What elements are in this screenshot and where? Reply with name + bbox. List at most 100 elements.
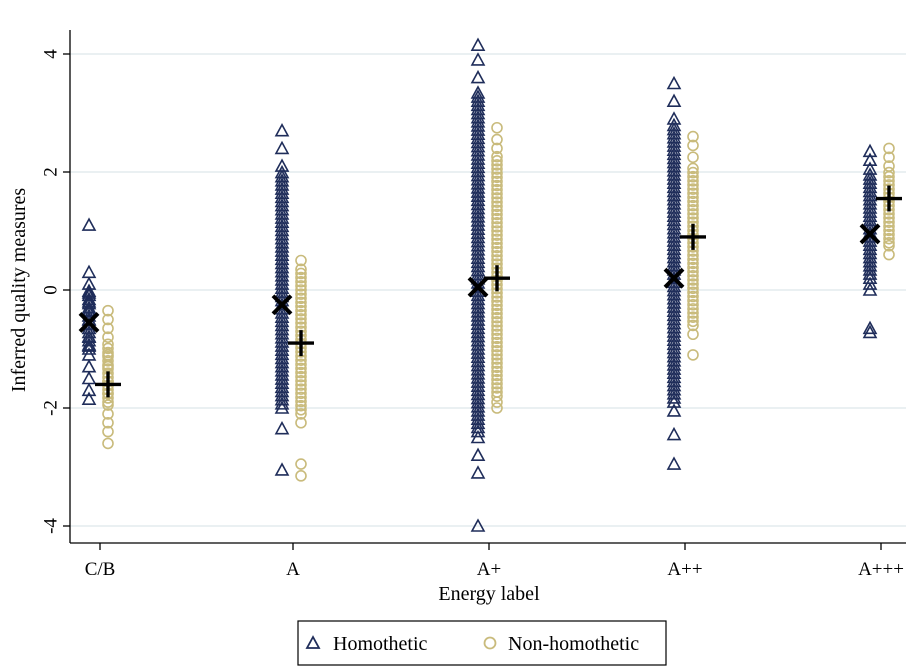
homothetic-point [470, 370, 486, 384]
homothetic-point [666, 332, 682, 346]
non-homothetic-point [491, 378, 503, 390]
non-homothetic-point [491, 229, 503, 241]
homothetic-point [470, 159, 486, 174]
non-homothetic-point [491, 237, 503, 250]
homothetic-point [666, 187, 682, 202]
homothetic-point [862, 187, 878, 202]
homothetic-point [666, 175, 682, 190]
homothetic-point [274, 309, 290, 323]
homothetic-point [470, 101, 486, 116]
homothetic-point [666, 167, 682, 181]
non-homothetic-point [491, 179, 503, 192]
homothetic-point [274, 346, 290, 361]
non-homothetic-point [491, 353, 503, 365]
homothetic-point [862, 249, 878, 264]
homothetic-point [666, 220, 682, 235]
non-homothetic-point [687, 265, 699, 278]
non-homothetic-point [102, 349, 114, 361]
homothetic-point [666, 348, 682, 363]
non-homothetic-point [491, 188, 503, 200]
non-homothetic-point [491, 233, 503, 246]
non-homothetic-point [491, 225, 503, 237]
homothetic-point [470, 287, 486, 302]
homothetic-point [666, 287, 682, 301]
homothetic-point [470, 118, 486, 132]
non-homothetic-point [491, 373, 503, 386]
non-homothetic-point [491, 332, 503, 345]
non-homothetic-point [295, 383, 307, 395]
homothetic-point [470, 114, 486, 128]
homothetic-point [274, 235, 290, 249]
homothetic-point [470, 209, 486, 223]
homothetic-point [274, 400, 290, 414]
non-homothetic-point [295, 313, 307, 325]
homothetic-point [274, 379, 290, 394]
non-homothetic-point [883, 160, 895, 172]
non-homothetic-point [295, 362, 307, 375]
homothetic-point [470, 320, 486, 335]
non-homothetic-mean-marker [484, 265, 510, 292]
homothetic-point [862, 204, 878, 218]
homothetic-point [470, 390, 486, 405]
homothetic-point [666, 307, 682, 322]
homothetic-point [274, 259, 290, 274]
homothetic-point [862, 237, 878, 251]
non-homothetic-point [883, 142, 895, 155]
homothetic-point [666, 171, 682, 185]
non-homothetic-point [295, 395, 307, 408]
homothetic-point [470, 316, 486, 331]
legend-circle-icon [483, 636, 497, 650]
non-homothetic-point [295, 370, 307, 383]
homothetic-point [274, 350, 290, 365]
homothetic-point [666, 125, 682, 140]
non-homothetic-point [491, 216, 503, 229]
homothetic-point [470, 200, 486, 215]
homothetic-point [666, 320, 682, 334]
homothetic-point [666, 315, 682, 330]
homothetic-point [470, 300, 486, 314]
non-homothetic-point [491, 295, 503, 308]
homothetic-point [862, 216, 878, 231]
homothetic-point [470, 85, 486, 99]
non-homothetic-point [295, 458, 307, 470]
homothetic-point [470, 262, 486, 277]
non-homothetic-point [491, 204, 503, 217]
non-homothetic-point [883, 237, 895, 249]
non-homothetic-point [102, 425, 114, 438]
non-homothetic-point [491, 324, 503, 336]
homothetic-point [666, 117, 682, 132]
homothetic-point [470, 105, 486, 120]
non-homothetic-point [491, 121, 503, 134]
homothetic-mean-marker [859, 223, 881, 245]
homothetic-point [274, 239, 290, 253]
non-homothetic-point [883, 220, 895, 233]
homothetic-point [470, 324, 486, 339]
non-homothetic-point [102, 416, 114, 429]
non-homothetic-point [102, 331, 114, 344]
homothetic-point [470, 171, 486, 186]
homothetic-point [470, 386, 486, 401]
homothetic-point [470, 69, 486, 84]
homothetic-point [81, 217, 97, 231]
non-homothetic-point [295, 379, 307, 391]
homothetic-point [470, 89, 486, 103]
non-homothetic-point [102, 322, 114, 335]
non-homothetic-point [687, 253, 699, 266]
homothetic-point [862, 245, 878, 260]
homothetic-point [666, 179, 682, 194]
homothetic-point [862, 254, 878, 268]
non-homothetic-point [491, 396, 503, 408]
homothetic-point [470, 357, 486, 372]
non-homothetic-point [491, 390, 503, 403]
homothetic-point [470, 345, 486, 359]
homothetic-point [862, 258, 878, 272]
homothetic-point [470, 93, 486, 107]
homothetic-point [274, 305, 290, 319]
homothetic-point [81, 287, 97, 302]
homothetic-point [470, 155, 486, 169]
homothetic-point [470, 110, 486, 124]
homothetic-point [470, 447, 486, 462]
non-homothetic-point [491, 328, 503, 341]
homothetic-point [274, 272, 290, 286]
homothetic-point [666, 254, 682, 268]
